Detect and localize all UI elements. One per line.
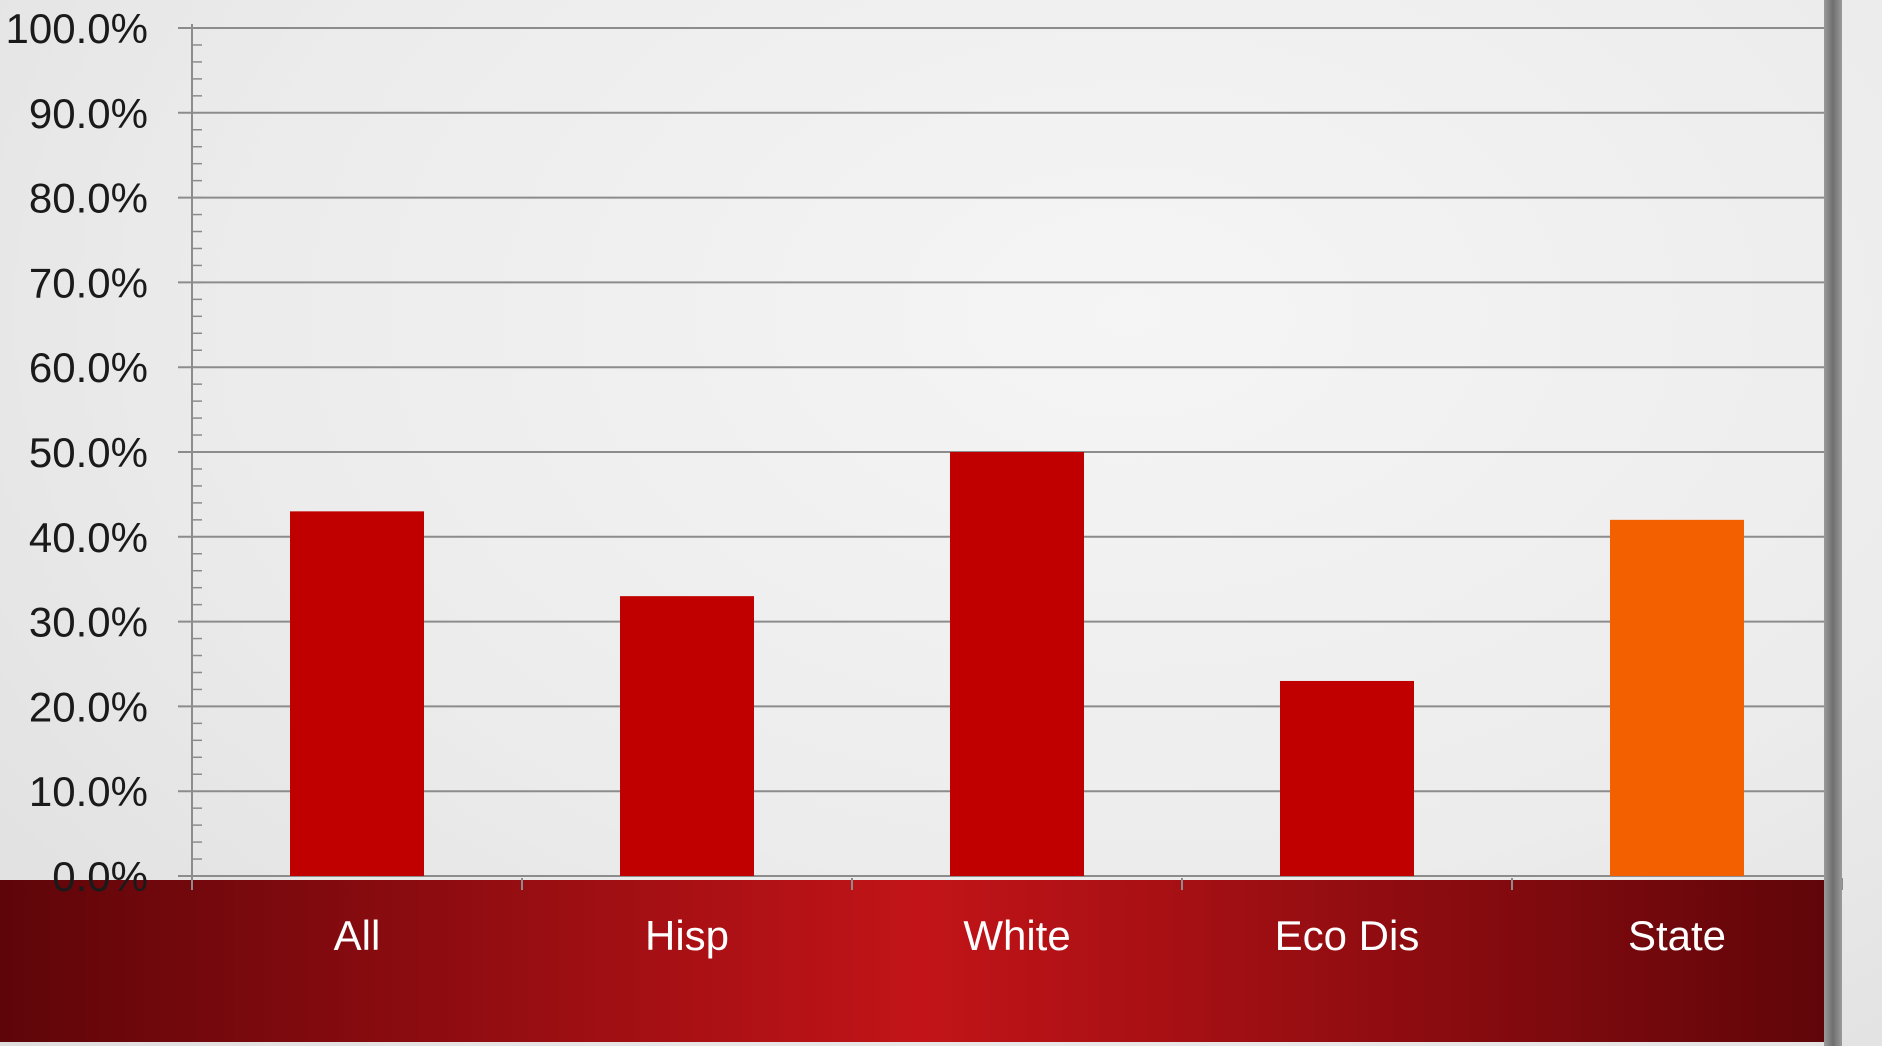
y-tick-label: 50.0% [29,429,148,476]
y-tick-label: 40.0% [29,514,148,561]
bar-hisp [620,596,754,876]
x-category-label: All [334,912,381,959]
y-tick-label: 30.0% [29,599,148,646]
y-tick-label: 90.0% [29,90,148,137]
bar-state [1610,519,1744,876]
bar-white [950,452,1084,876]
x-category-label: Eco Dis [1275,912,1420,959]
bar-all [290,511,424,876]
y-axis-minor-ticks [192,27,202,877]
x-category-label: State [1628,912,1726,959]
y-tick-label: 80.0% [29,175,148,222]
y-tick-label: 0.0% [52,853,148,900]
right-edge-bar [1824,0,1842,1046]
y-axis-tick-labels: 0.0% 10.0% 20.0% 30.0% 40.0% 50.0% 60.0% 70.0% 8… [6,5,148,900]
y-tick-label: 20.0% [29,683,148,730]
x-category-label: White [963,912,1070,959]
y-tick-label: 60.0% [29,344,148,391]
x-axis-category-labels: All Hisp White Eco Dis State [334,912,1726,959]
x-category-label: Hisp [645,912,729,959]
y-tick-label: 10.0% [29,768,148,815]
bar-eco-dis [1280,680,1414,876]
bars [290,452,1744,876]
y-tick-label: 70.0% [29,259,148,306]
category-band [0,880,1842,1042]
x-axis-ticks [191,878,1843,890]
y-tick-label: 100.0% [6,5,148,52]
